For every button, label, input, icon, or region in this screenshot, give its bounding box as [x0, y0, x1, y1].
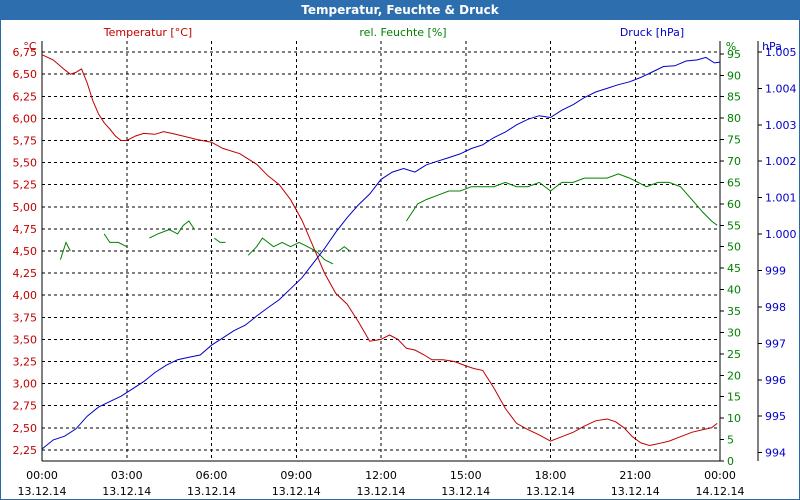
humidity-tick-label: 95 — [727, 48, 741, 61]
x-tick-date: 13.12.14 — [441, 485, 490, 498]
pressure-tick-label: 998 — [765, 301, 786, 314]
pressure-tick-label: 1.001 — [765, 192, 797, 205]
x-tick-date: 13.12.14 — [272, 485, 321, 498]
temperature-tick-label: 6,75 — [13, 46, 38, 59]
humidity-tick-label: 90 — [727, 69, 741, 82]
legend-temperature: Temperatur [°C] — [103, 26, 192, 39]
humidity-tick-label: 5 — [727, 434, 734, 447]
pressure-tick-label: 994 — [765, 447, 786, 460]
humidity-tick-label: 30 — [727, 326, 741, 339]
pressure-tick-label: 1.005 — [765, 46, 797, 59]
temperature-tick-label: 2,75 — [13, 400, 38, 413]
temperature-tick-label: 3,75 — [13, 311, 38, 324]
x-tick-date: 13.12.14 — [187, 485, 236, 498]
x-tick-date: 13.12.14 — [357, 485, 406, 498]
temperature-tick-label: 4,00 — [13, 289, 38, 302]
x-tick-time: 15:00 — [450, 469, 482, 482]
pressure-tick-label: 999 — [765, 264, 786, 277]
humidity-tick-label: 15 — [727, 391, 741, 404]
humidity-tick-label: 65 — [727, 176, 741, 189]
humidity-tick-label: 10 — [727, 412, 741, 425]
humidity-tick-label: 20 — [727, 369, 741, 382]
legend: Temperatur [°C] rel. Feuchte [%] Druck [… — [103, 26, 684, 39]
humidity-tick-label: 35 — [727, 305, 741, 318]
pressure-tick-label: 1.002 — [765, 155, 797, 168]
humidity-tick-label: 70 — [727, 155, 741, 168]
x-tick-time: 21:00 — [619, 469, 651, 482]
humidity-series-line — [405, 173, 718, 226]
humidity-series-line — [59, 241, 71, 260]
temperature-tick-label: 3,25 — [13, 356, 38, 369]
legend-humidity: rel. Feuchte [%] — [359, 26, 446, 39]
humidity-unit-label: % — [726, 40, 736, 53]
temperature-tick-label: 2,50 — [13, 422, 38, 435]
humidity-tick-label: 75 — [727, 134, 741, 147]
x-tick-time: 03:00 — [111, 469, 143, 482]
x-tick-date: 13.12.14 — [611, 485, 660, 498]
temperature-tick-label: 3,50 — [13, 333, 38, 346]
series-lines — [41, 54, 721, 450]
x-tick-date: 13.12.14 — [526, 485, 575, 498]
pressure-series-line — [41, 56, 721, 450]
humidity-series-line — [149, 220, 196, 239]
temperature-tick-label: 3,00 — [13, 378, 38, 391]
temperature-tick-label: 5,75 — [13, 134, 38, 147]
temperature-tick-label: 4,50 — [13, 245, 38, 258]
x-tick-time: 09:00 — [280, 469, 312, 482]
humidity-tick-label: 55 — [727, 219, 741, 232]
humidity-tick-label: 0 — [727, 455, 734, 468]
humidity-series-line — [247, 237, 334, 265]
axes — [41, 41, 762, 462]
temperature-tick-label: 6,25 — [13, 90, 38, 103]
pressure-tick-label: 1.004 — [765, 82, 797, 95]
pressure-tick-label: 996 — [765, 374, 786, 387]
temperature-tick-label: 2,25 — [13, 444, 38, 457]
temperature-unit-label: °C — [23, 40, 37, 53]
x-tick-date: 13.12.14 — [18, 485, 67, 498]
humidity-tick-label: 40 — [727, 284, 741, 297]
x-tick-date: 14.12.14 — [696, 485, 745, 498]
humidity-series-line — [338, 246, 351, 252]
temperature-tick-label: 5,25 — [13, 179, 38, 192]
humidity-series-line — [213, 237, 226, 243]
temperature-tick-label: 4,25 — [13, 267, 38, 280]
temperature-tick-label: 6,00 — [13, 112, 38, 125]
temperature-tick-label: 6,50 — [13, 68, 38, 81]
x-tick-time: 00:00 — [26, 469, 58, 482]
pressure-unit-label: hPa — [762, 40, 782, 53]
x-tick-date: 13.12.14 — [102, 485, 151, 498]
legend-pressure: Druck [hPa] — [620, 26, 684, 39]
x-tick-time: 06:00 — [196, 469, 228, 482]
humidity-tick-label: 85 — [727, 91, 741, 104]
temperature-tick-label: 5,00 — [13, 201, 38, 214]
window-title: Temperatur, Feuchte & Druck — [0, 0, 800, 20]
tick-labels: 2,25 2,50 2,75 3,00 3,25 3,50 3,75 4,00 4,25 4,50… — [13, 40, 797, 498]
pressure-tick-label: 1.003 — [765, 119, 797, 132]
humidity-tick-label: 50 — [727, 241, 741, 254]
humidity-series-line — [103, 233, 128, 248]
pressure-tick-label: 995 — [765, 410, 786, 423]
x-tick-time: 18:00 — [535, 469, 567, 482]
temperature-tick-label: 4,75 — [13, 223, 38, 236]
humidity-tick-label: 60 — [727, 198, 741, 211]
x-tick-time: 12:00 — [365, 469, 397, 482]
temperature-series-line — [41, 54, 718, 447]
temperature-tick-label: 5,50 — [13, 157, 38, 170]
humidity-tick-label: 45 — [727, 262, 741, 275]
pressure-tick-label: 997 — [765, 337, 786, 350]
humidity-tick-label: 25 — [727, 348, 741, 361]
pressure-tick-label: 1.000 — [765, 228, 797, 241]
x-tick-time: 00:00 — [704, 469, 736, 482]
humidity-tick-label: 80 — [727, 112, 741, 125]
grid-lines — [42, 41, 720, 461]
